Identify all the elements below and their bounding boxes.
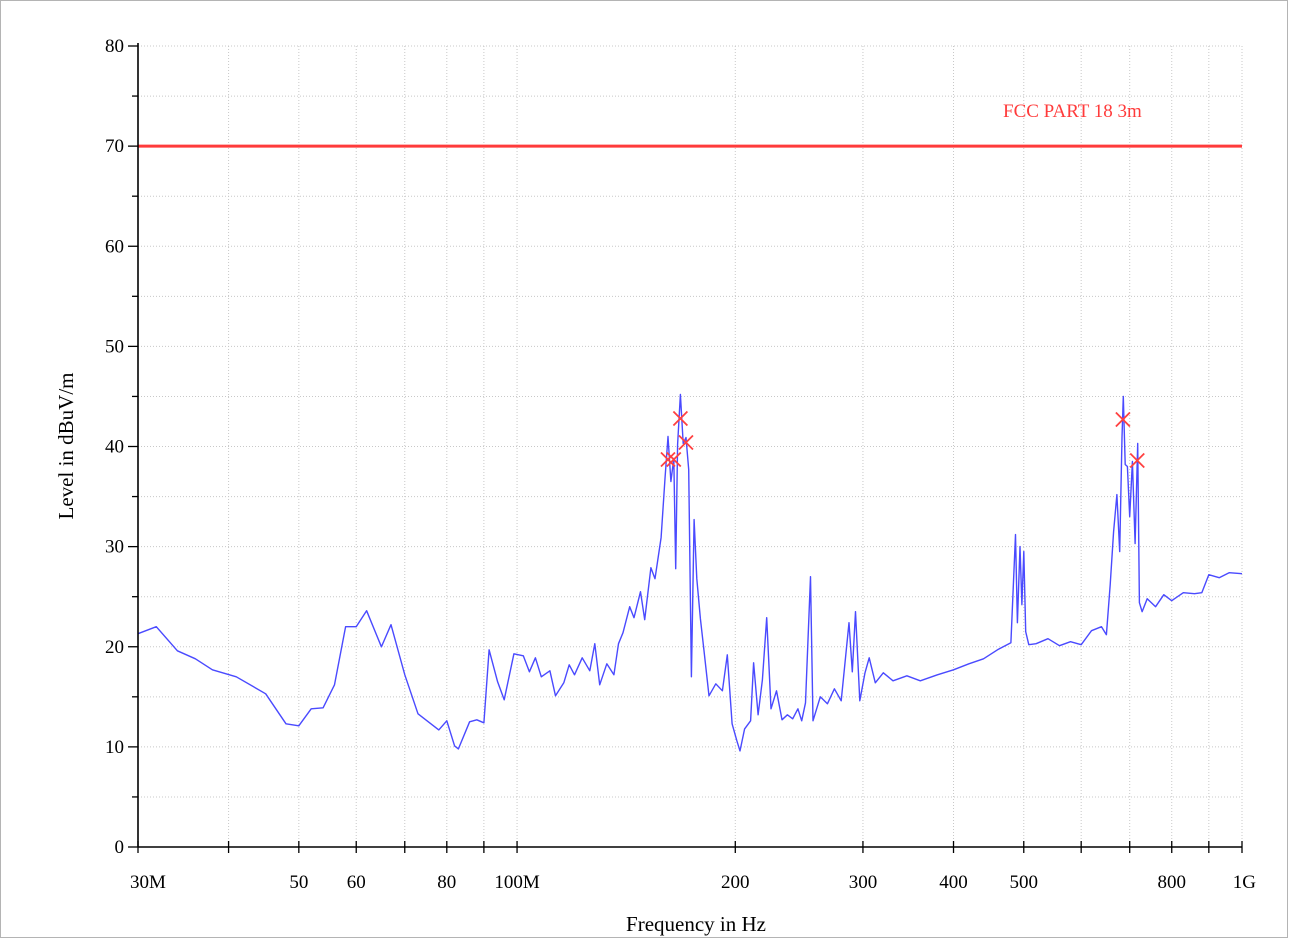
x-tick-label: 30M [130,872,166,893]
x-tick-label: 100M [494,872,540,893]
measurement-series-group [137,393,1243,752]
x-tick-label: 60 [347,872,366,893]
x-tick-label: 800 [1157,872,1186,893]
peak-markers [660,410,1145,469]
x-tick-label: 200 [721,872,750,893]
peak-marker-stroke [672,410,689,427]
y-tick-label: 80 [105,36,124,57]
y-tick-label: 40 [105,437,124,458]
peak-marker-stroke [1129,452,1145,469]
y-tick-label: 60 [105,236,124,257]
peak-marker-stroke [666,451,682,468]
measurement-trace [137,393,1243,752]
y-tick-label: 50 [105,336,124,357]
x-tick-label: 500 [1010,872,1039,893]
peak-marker [1115,411,1131,428]
peak-marker-stroke [660,451,676,468]
tick-labels: 0 10 20 30 40 50 60 70 80 30M 50 60 80 100M 200 300 400 5… [105,36,1256,893]
peak-marker [1129,452,1145,469]
x-tick-label: 400 [939,872,968,893]
peak-marker-stroke [1115,411,1131,428]
x-tick-label: 300 [849,872,878,893]
x-axis-title: Frequency in Hz [626,912,766,936]
tick-marks [128,45,1243,853]
peak-marker [672,410,689,427]
limit-line-group: FCC PART 18 3m [138,101,1242,148]
peak-marker [666,451,682,468]
y-tick-label: 10 [105,737,124,758]
peak-marker-stroke [678,434,694,451]
y-tick-label: 0 [115,837,125,858]
axes [137,43,1242,848]
peak-marker [660,451,676,468]
x-tick-label: 1G [1233,872,1257,893]
x-tick-label: 50 [289,872,308,893]
y-tick-label: 30 [105,537,124,558]
y-tick-label: 70 [105,136,124,157]
x-tick-label: 80 [437,872,456,893]
y-tick-label: 20 [105,637,124,658]
y-axis-title: Level in dBuV/m [54,373,78,520]
peak-marker [678,434,694,451]
fcc-limit-label: FCC PART 18 3m [1003,101,1142,122]
